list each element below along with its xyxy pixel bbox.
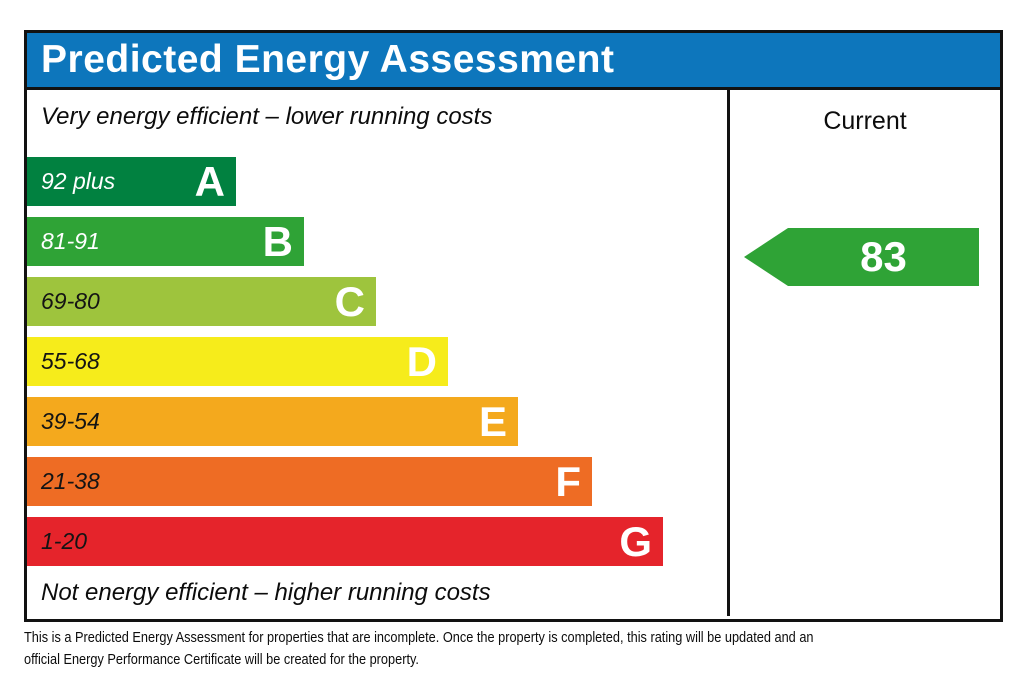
current-column: Current 83 — [730, 90, 1000, 616]
band-row-e: 39-54 E — [27, 397, 518, 446]
band-letter: F — [555, 457, 581, 505]
band-letter: E — [478, 397, 507, 445]
content: Very energy efficient – lower running co… — [27, 90, 1000, 616]
band-row-a: 92 plus A — [27, 157, 236, 206]
band-row-d: 55-68 D — [27, 337, 448, 386]
band-letter: G — [619, 517, 652, 565]
rating-chart: Very energy efficient – lower running co… — [27, 90, 730, 616]
band-row-b: 81-91 B — [27, 217, 304, 266]
band-row-f: 21-38 F — [27, 457, 592, 506]
page-title: Predicted Energy Assessment — [41, 38, 615, 81]
caption-not-efficient: Not energy efficient – higher running co… — [41, 579, 491, 606]
band-bars: 92 plus A 81-91 B 69-80 C 55-68 D 39-54 — [27, 157, 727, 577]
band-range-label: 55-68 — [41, 348, 100, 374]
band-range-label: 1-20 — [41, 528, 88, 554]
band-range-label: 69-80 — [41, 288, 100, 314]
caption-very-efficient: Very energy efficient – lower running co… — [41, 103, 493, 130]
band-range-label: 39-54 — [41, 408, 100, 434]
epc-frame: Predicted Energy Assessment Very energy … — [24, 30, 1003, 622]
band-letter: B — [262, 217, 293, 265]
band-row-c: 69-80 C — [27, 277, 376, 326]
band-letter: A — [194, 157, 225, 205]
current-rating-value: 83 — [860, 233, 907, 280]
current-column-header: Current — [823, 107, 907, 135]
band-range-label: 92 plus — [41, 168, 116, 194]
band-range-label: 81-91 — [41, 228, 100, 254]
disclaimer-text: This is a Predicted Energy Assessment fo… — [24, 627, 814, 671]
disclaimer-line-2: official Energy Performance Certificate … — [24, 651, 419, 668]
band-range-label: 21-38 — [41, 468, 100, 494]
current-rating-indicator: 83 — [744, 228, 979, 286]
title-bar: Predicted Energy Assessment — [27, 33, 1000, 90]
left-arrow-icon — [744, 228, 979, 286]
band-row-g: 1-20 G — [27, 517, 663, 566]
disclaimer-line-1: This is a Predicted Energy Assessment fo… — [24, 629, 814, 646]
band-letter: C — [334, 277, 365, 325]
band-letter: D — [406, 337, 437, 385]
